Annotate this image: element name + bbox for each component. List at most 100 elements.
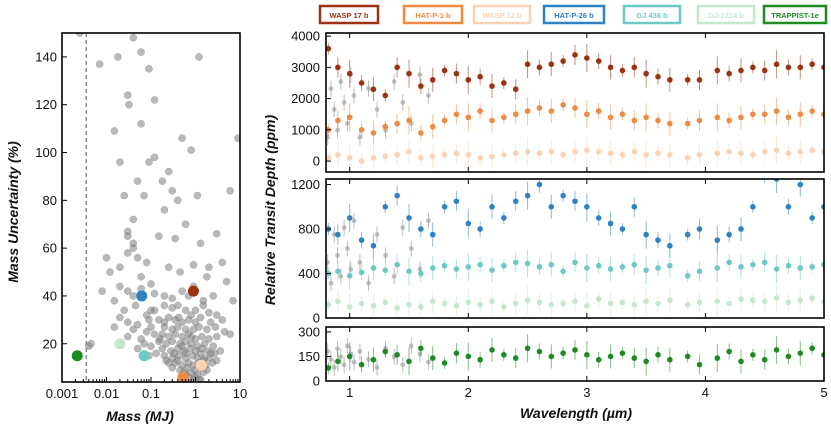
planet-point	[150, 289, 159, 298]
highlight-point	[114, 338, 126, 350]
comparison-point	[326, 134, 331, 140]
spectrum-point	[370, 155, 377, 161]
spectrum-point	[696, 117, 703, 124]
spectrum-panel: 0 150 300	[298, 324, 825, 389]
spectrum-point	[572, 105, 578, 111]
spectrum-point	[809, 264, 815, 270]
planet-point	[174, 313, 183, 322]
spectrum-point	[750, 261, 756, 268]
spectrum-point	[358, 361, 365, 368]
spectrum-point	[477, 73, 483, 80]
right-y-tick-label: 400	[298, 266, 320, 281]
comparison-point	[351, 359, 357, 365]
spectrum-point	[382, 153, 389, 160]
spectrum-point	[524, 345, 531, 352]
right-y-tick-label: 0	[313, 154, 320, 169]
spectrum-point	[335, 117, 341, 124]
spectrum-point	[595, 215, 602, 221]
spectrum-point	[607, 64, 614, 71]
panel-plot-area	[326, 179, 824, 318]
spectrum-point	[750, 152, 756, 158]
spectrum-point	[595, 108, 602, 114]
right-y-tick-label: 0	[313, 374, 320, 389]
spectrum-point	[536, 299, 543, 306]
spectrum-point	[524, 61, 531, 68]
panel-plot-area	[326, 334, 824, 376]
spectrum-point	[512, 355, 519, 361]
planet-point	[176, 268, 184, 276]
planet-point	[116, 282, 124, 291]
spectrum-point	[619, 264, 626, 270]
planet-point	[168, 294, 177, 303]
planet-point	[168, 186, 177, 195]
highlight-point	[187, 285, 199, 297]
spectrum-point	[761, 259, 768, 266]
planet-point	[114, 53, 122, 61]
spectrum-point	[477, 108, 483, 114]
highlight-point	[138, 350, 150, 362]
planet-point	[133, 344, 142, 353]
comparison-point	[391, 273, 397, 279]
spectrum-point	[584, 352, 590, 358]
spectrum-point	[773, 347, 780, 353]
left-x-axis-label: Mass (MJ)	[106, 408, 174, 424]
spectrum-point	[501, 262, 507, 269]
spectrum-point	[785, 353, 792, 360]
planet-point	[133, 320, 142, 329]
spectrum-point	[560, 58, 566, 64]
spectrum-point	[714, 298, 721, 305]
planet-point	[193, 191, 202, 200]
left-y-tick-label: 20	[43, 336, 57, 351]
spectrum-point	[406, 117, 412, 124]
spectrum-point	[655, 352, 661, 358]
comparison-point	[366, 86, 371, 91]
spectrum-point	[643, 114, 649, 121]
spectrum-point	[548, 148, 555, 155]
comparison-point	[408, 246, 414, 251]
planet-point	[133, 253, 142, 262]
legend-label: HAT-P-26 b	[554, 11, 594, 20]
planet-point	[206, 349, 215, 358]
planet-point	[116, 158, 124, 166]
right-x-axis-label: Wavelength (µm)	[520, 405, 632, 421]
spectrum-point	[524, 297, 531, 304]
spectrum-point	[773, 266, 780, 272]
spectrum-point	[726, 70, 732, 77]
spectrum-point	[524, 108, 531, 114]
comparison-point	[400, 225, 406, 231]
right-x-tick-label: 2	[465, 385, 472, 400]
spectrum-point	[418, 270, 424, 277]
planet-point	[164, 313, 173, 322]
spectrum-point	[358, 237, 365, 243]
planet-point	[123, 332, 132, 341]
spectrum-point	[714, 237, 721, 243]
spectrum-point	[667, 77, 673, 83]
spectrum-point	[370, 302, 377, 309]
spectrum-point	[696, 299, 703, 306]
spectrum-point	[346, 114, 353, 121]
spectrum-point	[512, 111, 519, 118]
spectrum-point	[394, 64, 400, 71]
spectrum-point	[501, 114, 507, 121]
spectrum-point	[501, 352, 507, 358]
left-x-tick-label: 10	[233, 386, 247, 401]
spectrum-point	[560, 300, 566, 307]
left-y-tick-label: 120	[35, 97, 57, 112]
planet-point	[211, 323, 220, 331]
spectrum-point	[607, 150, 614, 157]
spectrum-point	[560, 350, 566, 356]
spectrum-point	[560, 152, 566, 158]
spectrum-point	[429, 265, 436, 271]
comparison-point	[357, 260, 363, 265]
legend-swatch	[622, 4, 682, 25]
spectrum-point	[797, 265, 804, 271]
spectrum-point	[696, 226, 703, 232]
spectrum-point	[643, 267, 649, 273]
legend-swatch	[762, 4, 828, 25]
spectrum-point	[477, 226, 483, 232]
spectrum-point	[761, 298, 768, 305]
right-y-tick-label: 1000	[291, 122, 320, 137]
spectrum-point	[489, 117, 495, 124]
comparison-point	[374, 107, 380, 112]
